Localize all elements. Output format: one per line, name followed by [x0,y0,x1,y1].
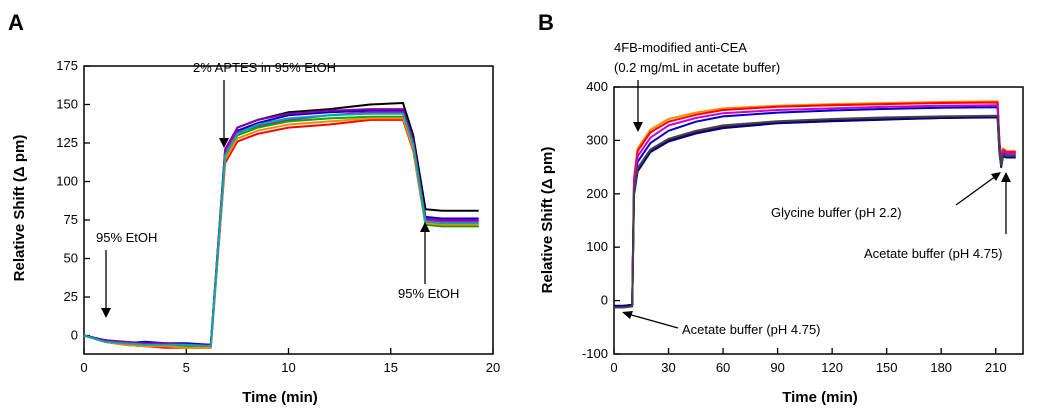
panel-b-x-tick-label: 180 [930,360,952,375]
panel-b-annotation-anti-cea-line2: (0.2 mg/mL in acetate buffer) [614,60,780,75]
panel-a-series-ring1 [83,102,479,346]
panel-a-series-ring7 [83,108,479,346]
panel-b-label: B [538,10,554,35]
panel-a-y-tick-label: 175 [56,58,78,73]
panel-b-x-tick-label: 60 [716,360,730,375]
panel-a-x-tick-label: 20 [486,360,500,375]
panel-b-y-tick-label: 200 [586,186,608,201]
panel-a-annotation-aptes: 2% APTES in 95% EtOH [193,60,336,75]
panel-a-series-ring8 [83,112,479,348]
panel-a-annotation-95-etoh-2: 95% EtOH [398,286,459,301]
panel-a-x-tick-label: 15 [384,360,398,375]
panel-a-y-tick-label: 75 [64,212,78,227]
panel-a-y-axis-label: Relative Shift (Δ pm) [11,135,28,282]
panel-a-y-tick-label: 25 [64,289,78,304]
panel-b-arrowhead-1 [633,122,643,132]
panel-b-x-axis-label: Time (min) [782,389,858,406]
panel-b-arrowhead-2 [622,311,633,319]
panel-a-arrowhead-2 [219,138,229,148]
panel-b-x-tick-label: 120 [821,360,843,375]
panel-a-y-tick-label: 100 [56,174,78,189]
panel-b-x-tick-label: 150 [876,360,898,375]
panel-a-y-tick-label: 125 [56,135,78,150]
panel-b-arrow-2 [627,313,679,329]
panel-a-arrowhead-3 [420,222,430,232]
panel-b-series-ring7 [614,114,1016,309]
panel-a-x-tick-label: 5 [183,360,190,375]
panel-b-y-tick-label: 100 [586,239,608,254]
panel-a-y-tick-label: 150 [56,97,78,112]
panel-a-y-tick-label: 50 [64,251,78,266]
panel-b-annotation-acetate-1: Acetate buffer (pH 4.75) [682,322,821,337]
panel-a-series-ring2 [83,109,479,346]
panel-b-y-tick-label: -100 [582,346,608,361]
panel-b-annotation-acetate-2: Acetate buffer (pH 4.75) [864,246,1003,261]
panel-b-plot-frame [613,86,1024,355]
panel-a-annotation-95-etoh-1: 95% EtOH [96,230,157,245]
panel-a-arrowhead-1 [101,308,111,318]
panel-b-arrowhead-4 [1001,172,1011,182]
panel-a: A 0 25 50 75 100 125 150 175 0 5 10 15 20 Time (min… [8,10,500,406]
panel-b-x-tick-label: 0 [610,360,617,375]
panel-a-x-tick-label: 0 [80,360,87,375]
panel-b-annotation-anti-cea-line1: 4FB-modified anti-CEA [614,40,747,55]
panel-b-x-tick-label: 90 [770,360,784,375]
panel-b-series-ring1 [614,100,1016,307]
panel-b-y-tick-label: 300 [586,132,608,147]
panel-b-x-tick-label: 210 [985,360,1007,375]
panel-a-x-tick-label: 10 [281,360,295,375]
panel-b-y-tick-label: 0 [601,293,608,308]
panel-b-arrowhead-3 [991,172,1001,181]
panel-a-y-tick-label: 0 [71,328,78,343]
panel-b-y-axis-label: Relative Shift (Δ pm) [539,147,556,294]
panel-b-annotation-glycine: Glycine buffer (pH 2.2) [771,205,902,220]
panel-a-label: A [8,10,24,35]
panel-b-arrow-3 [955,175,997,206]
panel-b-x-tick-label: 30 [661,360,675,375]
panel-a-x-axis-label: Time (min) [242,389,318,406]
panel-b-y-tick-label: 400 [586,79,608,94]
